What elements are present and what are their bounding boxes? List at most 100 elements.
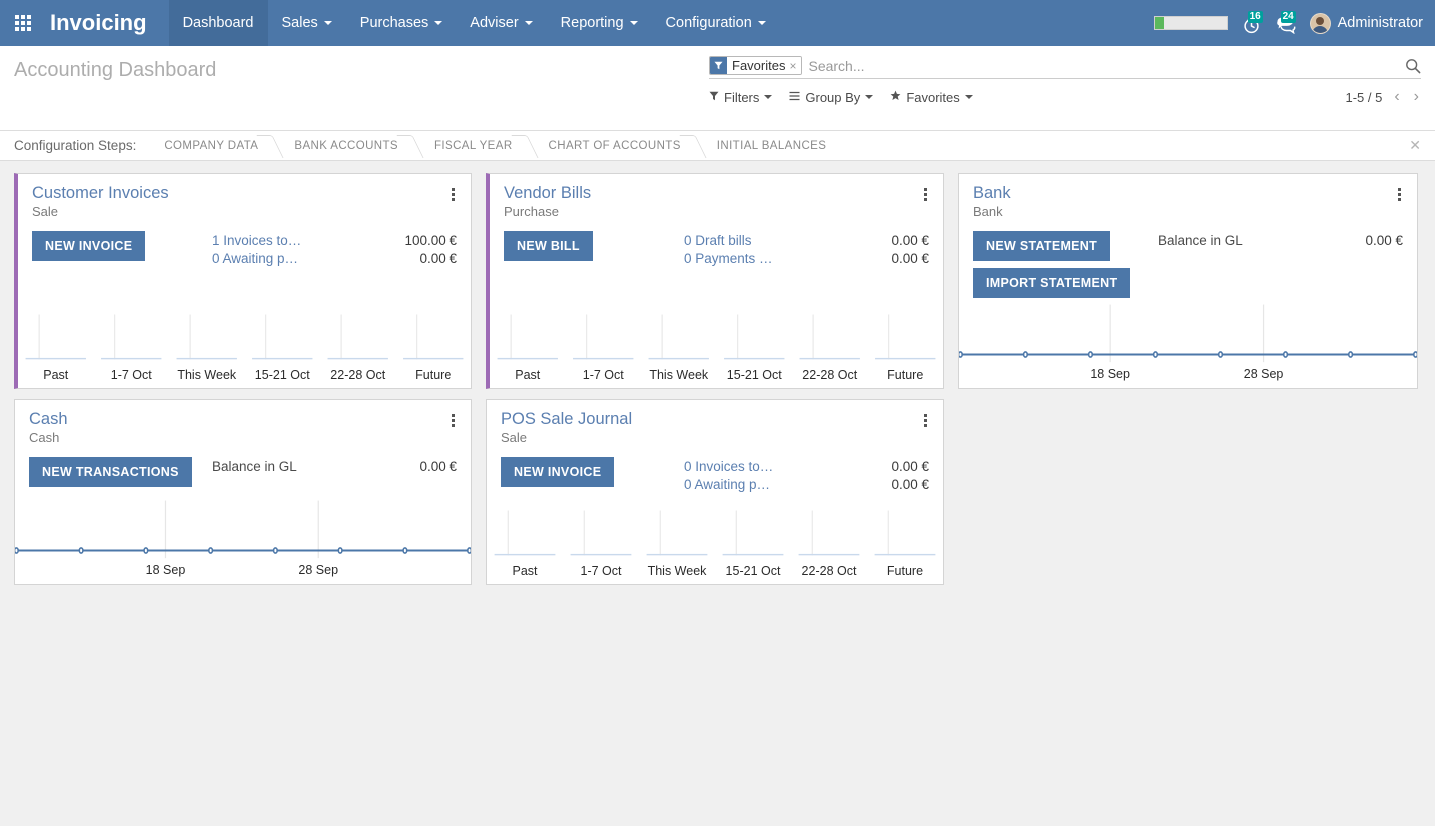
chevron-down-icon xyxy=(323,21,332,25)
menu-item-reporting[interactable]: Reporting xyxy=(547,0,652,46)
x-axis-tick-label: This Week xyxy=(647,564,707,578)
stat-value: 0.00 € xyxy=(419,459,457,474)
config-step-initial-balances[interactable]: INITIAL BALANCES xyxy=(716,139,827,152)
new-invoice-button[interactable]: NEW INVOICE xyxy=(501,457,615,487)
x-axis-tick-label: Future xyxy=(415,368,452,382)
filter-funnel-icon xyxy=(710,57,727,74)
x-axis-tick-label: 1-7 Oct xyxy=(582,368,624,382)
stat-label[interactable]: 0 Payments … xyxy=(684,251,773,266)
line-chart-x-labels: 18 Sep 28 Sep xyxy=(15,562,471,584)
journal-card-vendor-bills[interactable]: Vendor Bills Purchase NEW BILL 0 Draft b… xyxy=(486,173,944,389)
config-step-bank-accounts[interactable]: BANK ACCOUNTS xyxy=(280,131,420,161)
filters-label: Filters xyxy=(724,89,760,105)
menu-item-adviser[interactable]: Adviser xyxy=(456,0,546,46)
filters-dropdown[interactable]: Filters xyxy=(709,89,773,105)
config-step-company-data[interactable]: COMPANY DATA xyxy=(150,131,280,161)
journal-card-bank[interactable]: Bank Bank NEW STATEMENT IMPORT STATEMENT… xyxy=(958,173,1418,389)
stat-label[interactable]: 1 Invoices to… xyxy=(212,233,302,248)
search-options-bar: Filters Group By xyxy=(709,89,1421,105)
card-subtitle: Sale xyxy=(32,204,59,219)
x-axis-tick-label: 15-21 Oct xyxy=(726,368,782,382)
messages-badge-count: 24 xyxy=(1280,10,1296,23)
activity-clock-icon[interactable]: 16 xyxy=(1242,10,1263,34)
usage-progress-fill xyxy=(1154,17,1164,29)
user-name-label: Administrator xyxy=(1337,15,1423,31)
user-menu[interactable]: Administrator xyxy=(1309,12,1423,34)
x-axis-tick-label: Future xyxy=(887,368,924,382)
stat-row: 1 Invoices to… 100.00 € xyxy=(212,233,457,248)
configuration-steps-bar: Configuration Steps: COMPANY DATA BANK A… xyxy=(0,131,1435,161)
pager-value: 1-5 / 5 xyxy=(1345,89,1383,105)
card-subtitle: Purchase xyxy=(504,204,559,219)
search-facet-label: Favorites xyxy=(727,57,790,74)
card-title[interactable]: Vendor Bills xyxy=(504,184,592,202)
navbar-right-tools: 16 24 Administrator xyxy=(1153,0,1435,46)
import-statement-button[interactable]: IMPORT STATEMENT xyxy=(973,268,1131,298)
stat-value: 0.00 € xyxy=(891,459,929,474)
card-title[interactable]: Bank xyxy=(973,184,1011,202)
config-step-fiscal-year[interactable]: FISCAL YEAR xyxy=(420,131,535,161)
card-options-kebab-icon[interactable] xyxy=(916,410,929,431)
x-axis-tick-label: 28 Sep xyxy=(1243,367,1284,381)
search-icon[interactable] xyxy=(1405,58,1421,74)
x-axis-tick-label: 15-21 Oct xyxy=(254,368,310,382)
new-invoice-button[interactable]: NEW INVOICE xyxy=(32,231,146,261)
stat-label[interactable]: 0 Awaiting p… xyxy=(212,251,299,266)
new-transactions-button[interactable]: NEW TRANSACTIONS xyxy=(29,457,192,487)
x-axis-tick-label: 18 Sep xyxy=(145,563,186,577)
menu-item-purchases[interactable]: Purchases xyxy=(346,0,457,46)
app-brand[interactable]: Invoicing xyxy=(50,10,147,35)
pager-next-button[interactable]: › xyxy=(1413,88,1419,105)
stat-row: 0 Draft bills 0.00 € xyxy=(684,233,929,248)
journal-card-customer-invoices[interactable]: Customer Invoices Sale NEW INVOICE 1 Inv… xyxy=(14,173,472,389)
chevron-down-icon xyxy=(434,21,443,25)
menu-item-configuration[interactable]: Configuration xyxy=(652,0,780,46)
group-by-label: Group By xyxy=(805,89,861,105)
card-options-kebab-icon[interactable] xyxy=(444,410,457,431)
menu-item-label: Sales xyxy=(281,15,318,31)
stat-label[interactable]: 0 Invoices to… xyxy=(684,459,774,474)
avatar xyxy=(1309,12,1331,34)
control-panel-right: Favorites × Search... xyxy=(709,46,1421,105)
new-statement-button[interactable]: NEW STATEMENT xyxy=(973,231,1111,261)
stat-label: Balance in GL xyxy=(1158,233,1243,248)
search-input[interactable]: Search... xyxy=(808,57,865,74)
card-title[interactable]: POS Sale Journal xyxy=(501,410,633,428)
menu-item-sales[interactable]: Sales xyxy=(268,0,346,46)
card-title[interactable]: Customer Invoices xyxy=(32,184,169,202)
favorites-dropdown[interactable]: Favorites xyxy=(890,90,973,105)
card-title[interactable]: Cash xyxy=(29,410,68,428)
chevron-down-icon xyxy=(764,95,773,99)
x-axis-tick-label: 1-7 Oct xyxy=(110,368,152,382)
stat-label[interactable]: 0 Draft bills xyxy=(684,233,752,248)
dashboard-card-grid: Customer Invoices Sale NEW INVOICE 1 Inv… xyxy=(0,161,1435,607)
new-bill-button[interactable]: NEW BILL xyxy=(504,231,593,261)
config-step-chart-of-accounts[interactable]: CHART OF ACCOUNTS xyxy=(535,131,703,161)
stat-label[interactable]: 0 Awaiting p… xyxy=(684,477,771,492)
search-facet-remove-icon[interactable]: × xyxy=(789,57,802,74)
x-axis-tick-label: 22-28 Oct xyxy=(801,564,857,578)
search-view[interactable]: Favorites × Search... xyxy=(709,56,1421,79)
pager-previous-button[interactable]: ‹ xyxy=(1394,88,1400,105)
stat-value: 0.00 € xyxy=(891,251,929,266)
chevron-down-icon xyxy=(629,21,638,25)
group-by-dropdown[interactable]: Group By xyxy=(789,89,874,105)
search-facet-favorites[interactable]: Favorites × xyxy=(709,56,803,75)
x-axis-tick-label: This Week xyxy=(177,368,237,382)
card-options-kebab-icon[interactable] xyxy=(916,184,929,205)
stat-row: 0 Awaiting p… 0.00 € xyxy=(684,477,929,492)
apps-grid-icon[interactable] xyxy=(0,0,46,46)
card-options-kebab-icon[interactable] xyxy=(1390,184,1403,205)
journal-card-cash[interactable]: Cash Cash NEW TRANSACTIONS Balance in GL… xyxy=(14,399,472,585)
close-icon[interactable]: ✕ xyxy=(1409,137,1421,153)
menu-item-dashboard[interactable]: Dashboard xyxy=(168,0,268,46)
main-menu: Dashboard Sales Purchases Adviser Report… xyxy=(168,0,780,46)
menu-item-label: Reporting xyxy=(560,15,624,31)
x-axis-tick-label: 28 Sep xyxy=(298,563,339,577)
card-subtitle: Bank xyxy=(973,204,1003,219)
messages-chat-icon[interactable]: 24 xyxy=(1275,10,1296,34)
stat-value: 0.00 € xyxy=(419,251,457,266)
journal-card-pos-sale-journal[interactable]: POS Sale Journal Sale NEW INVOICE 0 Invo… xyxy=(486,399,944,585)
card-options-kebab-icon[interactable] xyxy=(444,184,457,205)
x-axis-tick-label: Future xyxy=(886,564,924,578)
